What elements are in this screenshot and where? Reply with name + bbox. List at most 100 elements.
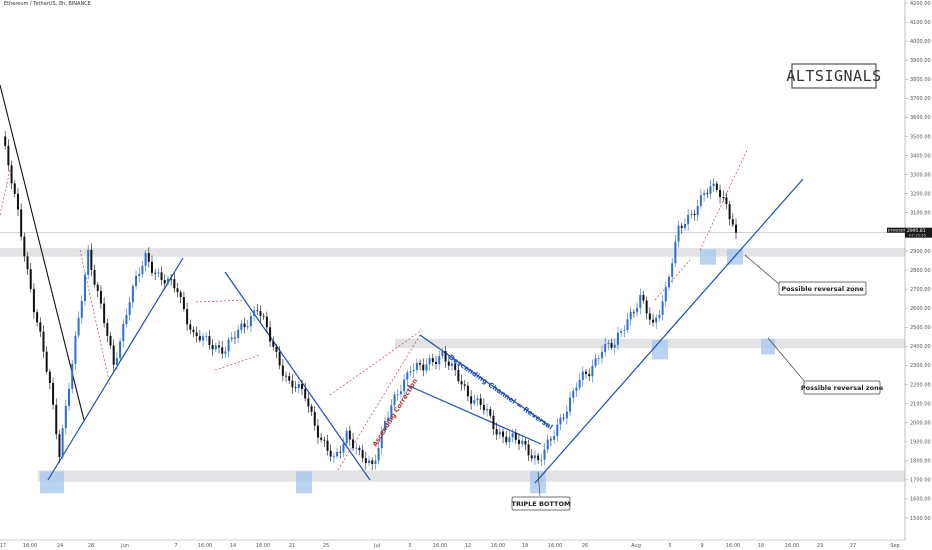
candle-body bbox=[166, 278, 169, 284]
candle-body bbox=[221, 347, 224, 354]
candle-body bbox=[371, 460, 374, 464]
candle-body bbox=[7, 145, 10, 166]
candle-body bbox=[300, 384, 303, 390]
price-tick-label: 2400.00 bbox=[910, 344, 931, 350]
candle-body bbox=[406, 372, 409, 380]
candle-body bbox=[476, 398, 479, 401]
candle-body bbox=[470, 396, 473, 404]
callout-line-3 bbox=[537, 471, 541, 497]
candle-body bbox=[527, 444, 530, 456]
candle-body bbox=[581, 371, 584, 380]
candle-body bbox=[272, 341, 275, 347]
price-tick-label: 1800.00 bbox=[910, 459, 931, 465]
candle-body bbox=[639, 294, 642, 308]
price-tick-label: 3600.00 bbox=[910, 115, 931, 121]
candle-body bbox=[182, 297, 185, 310]
candle-body bbox=[591, 365, 594, 377]
candle-body bbox=[192, 329, 195, 333]
candle-body bbox=[278, 351, 281, 366]
candle-body bbox=[508, 437, 511, 443]
trendlines bbox=[0, 84, 804, 484]
time-tick-label: 9 bbox=[700, 543, 703, 549]
candle-body bbox=[709, 186, 712, 194]
candle-body bbox=[87, 249, 90, 275]
candle-body bbox=[438, 356, 441, 365]
candle-body bbox=[125, 314, 128, 324]
touch-marker bbox=[530, 471, 546, 494]
candle-body bbox=[390, 405, 393, 418]
candle-body bbox=[664, 287, 667, 302]
candle-body bbox=[652, 319, 655, 323]
time-tick-label: 16:00 bbox=[198, 543, 212, 549]
candle-body bbox=[147, 253, 150, 262]
dashed-rise bbox=[699, 147, 749, 251]
candle-body bbox=[138, 273, 141, 276]
time-tick-label: 16:00 bbox=[256, 543, 270, 549]
candle-body bbox=[486, 409, 489, 411]
candle-body bbox=[90, 249, 93, 270]
candle-body bbox=[55, 404, 58, 435]
candle-body bbox=[706, 193, 709, 195]
candle-body bbox=[489, 409, 492, 416]
time-tick-label: 24 bbox=[57, 543, 63, 549]
candle-body bbox=[728, 204, 731, 220]
price-tick-label: 3300.00 bbox=[910, 172, 931, 178]
candle-body bbox=[623, 330, 626, 331]
candles bbox=[4, 131, 737, 470]
candle-body bbox=[205, 336, 208, 337]
candle-body bbox=[604, 344, 607, 352]
candle-body bbox=[316, 425, 319, 438]
time-tick-label: 12 bbox=[465, 543, 471, 549]
candle-body bbox=[304, 389, 307, 399]
candle-body bbox=[39, 322, 42, 332]
candle-body bbox=[186, 309, 189, 325]
candle-body bbox=[380, 430, 383, 449]
candle-body bbox=[297, 384, 300, 389]
candle-body bbox=[600, 351, 603, 359]
candle-body bbox=[170, 278, 173, 280]
candle-body bbox=[396, 394, 399, 395]
candle-body bbox=[115, 358, 118, 365]
candle-body bbox=[482, 404, 485, 411]
candle-body bbox=[671, 263, 674, 277]
candle-body bbox=[712, 183, 715, 187]
upper-reversal-zone bbox=[0, 248, 905, 257]
price-tag-time: 07:15:45 bbox=[909, 233, 927, 238]
candle-body bbox=[265, 316, 268, 328]
candle-body bbox=[112, 345, 115, 365]
price-axis: 4200.00 4100.00 4000.00 3900.00 3800.00 3700.… bbox=[887, 0, 932, 540]
candle-body bbox=[642, 294, 645, 301]
candle-body bbox=[537, 455, 540, 461]
candle-body bbox=[237, 329, 240, 338]
candle-body bbox=[514, 433, 517, 440]
support-zones bbox=[0, 232, 905, 494]
candle-body bbox=[460, 381, 463, 385]
candle-body bbox=[562, 417, 565, 419]
candle-body bbox=[435, 361, 438, 365]
candle-body bbox=[128, 302, 131, 315]
time-tick-label: 21 bbox=[289, 543, 295, 549]
candle-body bbox=[645, 300, 648, 314]
price-tick-label: 4000.00 bbox=[910, 39, 931, 45]
candle-body bbox=[74, 335, 77, 364]
candle-body bbox=[352, 439, 355, 449]
time-tick-label: Sep bbox=[890, 543, 899, 549]
candle-body bbox=[699, 195, 702, 207]
candle-body bbox=[569, 397, 572, 412]
touch-marker bbox=[40, 471, 64, 494]
candle-body bbox=[655, 317, 658, 323]
candle-body bbox=[307, 398, 310, 407]
time-tick-label: 16:00 bbox=[548, 543, 562, 549]
candle-body bbox=[636, 307, 639, 313]
chart-header: Ethereum / TetherUS, 8h, BINANCE bbox=[4, 1, 91, 7]
candle-body bbox=[36, 312, 39, 323]
price-tick-label: 2500.00 bbox=[910, 325, 931, 331]
candle-body bbox=[667, 276, 670, 288]
candle-body bbox=[428, 358, 431, 365]
candle-body bbox=[52, 383, 55, 405]
touch-marker bbox=[700, 249, 716, 265]
candle-body bbox=[61, 428, 64, 458]
candle-body bbox=[690, 213, 693, 215]
candle-body bbox=[498, 431, 501, 435]
candle-body bbox=[409, 371, 412, 373]
